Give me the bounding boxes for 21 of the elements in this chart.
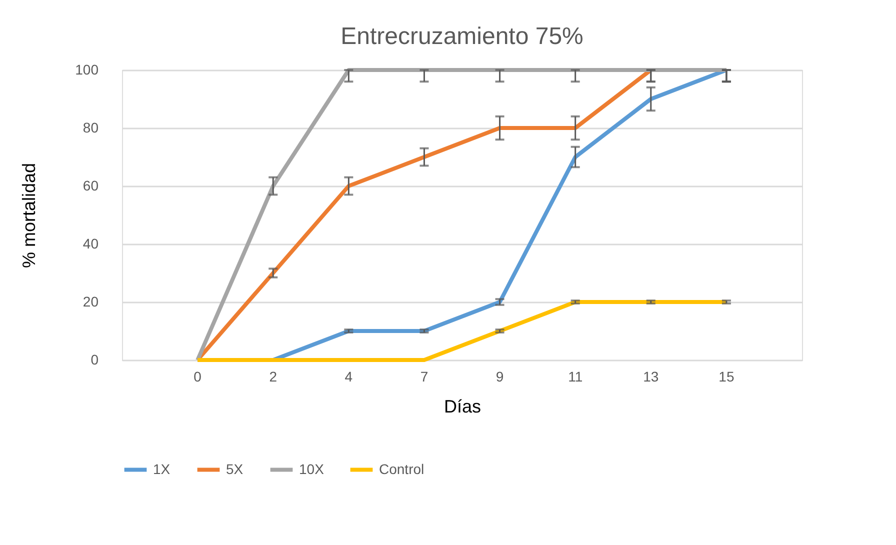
y-tick-label: 60 [82, 178, 99, 194]
legend-label: 5X [226, 460, 244, 477]
x-tick-label: 2 [269, 368, 278, 384]
x-tick-label: 13 [643, 368, 659, 384]
x-tick-label: 11 [568, 368, 583, 384]
x-tick-label: 9 [496, 368, 504, 384]
y-tick-label: 40 [82, 236, 99, 252]
legend-label: Control [379, 460, 424, 477]
x-tick-label: 4 [344, 368, 353, 384]
y-tick-label: 80 [82, 120, 99, 136]
x-axis-title: Días [444, 396, 482, 416]
x-tick-label: 0 [194, 368, 202, 384]
legend-label: 1X [153, 460, 171, 477]
x-tick-label: 7 [420, 368, 428, 384]
y-axis-title: % mortalidad [19, 162, 40, 268]
legend-label: 10X [299, 460, 325, 477]
y-tick-label: 0 [90, 352, 99, 368]
y-tick-label: 100 [75, 62, 99, 78]
x-tick-label: 15 [718, 368, 734, 384]
y-tick-label: 20 [82, 294, 99, 310]
chart-title: Entrecruzamiento 75% [340, 23, 584, 50]
